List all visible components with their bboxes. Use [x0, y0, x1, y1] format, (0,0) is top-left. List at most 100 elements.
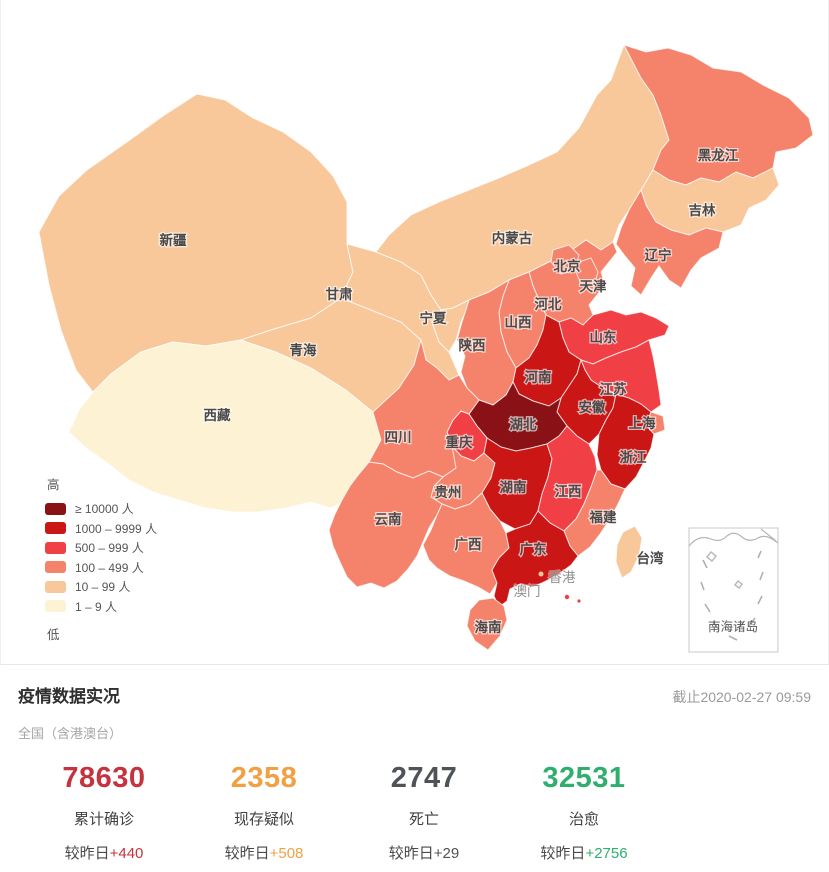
panel-header: 疫情数据实况 截止2020-02-27 09:59	[18, 682, 811, 707]
epidemic-data-panel: 疫情数据实况 截止2020-02-27 09:59 全国（含港澳台） 78630…	[0, 665, 829, 863]
province-label-hongkong: 香港	[549, 570, 577, 585]
province-tianjin[interactable]	[575, 257, 599, 291]
province-label-liaoning: 辽宁	[645, 247, 672, 263]
province-label-jilin: 吉林	[689, 202, 717, 218]
legend-item: ≥ 10000 人	[45, 499, 157, 519]
stat-delta-prefix: 较昨日	[64, 845, 110, 862]
legend-items: ≥ 10000 人 1000 – 9999 人 500 – 999 人 100 – 4…	[45, 499, 157, 616]
dash-segment	[757, 550, 762, 559]
province-label-qinghai: 青海	[290, 342, 317, 358]
legend-swatch	[45, 522, 66, 535]
stats-row: 78630 累计确诊 较昨日+440 2358 现存疑似 较昨日+508 2747 死亡 较昨日…	[18, 762, 811, 863]
legend-item: 1 – 9 人	[45, 597, 157, 617]
legend-swatch	[45, 580, 66, 593]
legend-high-label: 高	[47, 478, 60, 492]
stat-col-死亡: 2747 死亡较昨日+29	[348, 762, 500, 863]
stat-label: 死亡	[408, 811, 439, 828]
stat-value: 2747	[390, 762, 458, 794]
inset-island-icon	[734, 580, 743, 589]
province-label-shandong: 山东	[590, 329, 618, 345]
panel-timestamp: 截止2020-02-27 09:59	[672, 689, 811, 705]
province-beijing[interactable]	[550, 244, 580, 275]
province-label-tianjin: 天津	[580, 278, 608, 294]
province-taiwan[interactable]	[615, 525, 643, 579]
province-label-hubei: 湖北	[510, 417, 538, 432]
stat-value: 32531	[542, 762, 626, 794]
province-neimenggu[interactable]	[375, 43, 670, 311]
legend-swatch	[45, 561, 66, 574]
stat-label: 治愈	[568, 811, 599, 828]
stat-col-治愈: 32531 治愈较昨日+2756	[508, 762, 660, 863]
province-label-xinjiang: 新疆	[160, 232, 187, 248]
stat-label: 现存疑似	[233, 811, 294, 828]
province-label-guangxi: 广西	[455, 536, 482, 552]
island-marker-layer	[538, 571, 581, 603]
legend-swatch	[45, 502, 66, 515]
province-label-jiangxi: 江西	[555, 483, 582, 499]
dash-segment	[757, 595, 763, 605]
legend-item: 500 – 999 人	[45, 538, 157, 558]
stat-label: 累计确诊	[73, 811, 134, 828]
legend-range-label: 1 – 9 人	[75, 599, 118, 614]
legend-low-label: 低	[47, 628, 60, 642]
inset-border	[688, 527, 779, 653]
province-label-henan: 河南	[525, 369, 552, 385]
legend-range-label: 500 – 999 人	[75, 541, 144, 556]
province-label-shanxi: 山西	[505, 315, 532, 330]
stat-delta-prefix: 较昨日	[540, 845, 586, 862]
province-label-taiwan: 台湾	[637, 550, 665, 566]
south-china-sea-inset: 南海诸岛	[688, 527, 779, 653]
province-guangdong[interactable]	[491, 510, 579, 608]
stat-delta-prefix: 较昨日	[224, 845, 270, 862]
stat-col-现存疑似: 2358 现存疑似较昨日+508	[188, 762, 340, 863]
dash-segment	[728, 635, 738, 641]
dash-segment	[702, 559, 708, 569]
province-label-beijing: 北京	[554, 258, 581, 274]
province-label-hainan: 海南	[475, 619, 502, 635]
stat-delta-value: +508	[269, 845, 304, 862]
dash-segment	[704, 603, 711, 613]
province-label-neimenggu: 内蒙古	[492, 230, 533, 246]
legend-swatch	[45, 600, 66, 613]
province-label-macau: 澳门	[514, 584, 541, 599]
province-label-zhejiang: 浙江	[620, 449, 648, 465]
legend-range-label: 1000 – 9999 人	[75, 521, 158, 536]
inset-coast-corner	[760, 528, 777, 542]
province-hainan[interactable]	[466, 597, 508, 651]
stat-delta: 较昨日+508	[188, 842, 340, 863]
panel-scope: 全国（含港澳台）	[18, 726, 123, 741]
stat-value: 2358	[230, 762, 298, 794]
province-label-hunan: 湖南	[500, 479, 527, 495]
province-fujian[interactable]	[563, 469, 626, 557]
stat-delta-value: +440	[109, 845, 144, 862]
province-layer	[38, 43, 814, 651]
province-label-fujian: 福建	[589, 509, 618, 525]
dash-segment	[759, 571, 764, 581]
inset-label: 南海诸岛	[708, 619, 758, 634]
stat-delta: 较昨日+29	[348, 842, 500, 863]
province-liaoning[interactable]	[615, 188, 724, 296]
province-label-sichuan: 四川	[385, 430, 412, 445]
province-label-ningxia: 宁夏	[420, 310, 447, 326]
legend-item: 10 – 99 人	[45, 577, 157, 597]
stat-delta: 较昨日+440	[28, 842, 180, 863]
province-yunnan[interactable]	[328, 461, 444, 589]
stat-delta-value: +2756	[585, 845, 628, 862]
island-dot	[577, 599, 581, 603]
legend-range-label: 100 – 499 人	[75, 560, 144, 575]
inset-coastline	[688, 532, 779, 547]
dash-segment	[748, 617, 756, 627]
map-legend: 高 ≥ 10000 人 1000 – 9999 人 500 – 999 人 100 –…	[45, 472, 157, 649]
province-label-shanghai: 上海	[629, 415, 657, 431]
dash-segment	[712, 621, 720, 631]
inset-island-icon	[706, 551, 717, 562]
province-ningxia[interactable]	[432, 299, 470, 353]
province-label-chongqing: 重庆	[446, 434, 473, 450]
province-label-hebei: 河北	[535, 296, 563, 312]
province-shanghai[interactable]	[645, 411, 666, 435]
stat-delta: 较昨日+2756	[508, 842, 660, 863]
province-label-anhui: 安徽	[579, 399, 607, 415]
legend-range-label: ≥ 10000 人	[75, 502, 134, 517]
